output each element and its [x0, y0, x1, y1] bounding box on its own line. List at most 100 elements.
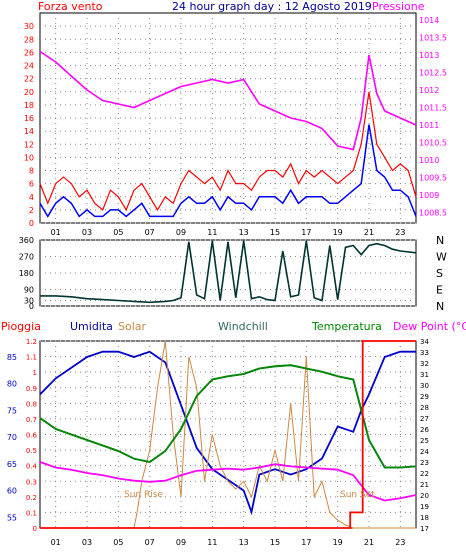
x-tick-label: 11 — [207, 538, 217, 547]
wind-tick-label: 6 — [29, 180, 34, 189]
wind-panel-frame — [39, 12, 417, 224]
compass-label: W — [436, 251, 447, 264]
series-rain — [40, 340, 416, 529]
x-tick-label: 17 — [301, 538, 311, 547]
wind-tick-label: 12 — [24, 140, 34, 149]
x-tick-label: 19 — [333, 538, 343, 547]
wind-tick-label: 16 — [24, 114, 34, 123]
x-tick-label: 09 — [176, 228, 186, 237]
x-tick-label: 09 — [176, 538, 186, 547]
x-tick-label: 13 — [239, 228, 249, 237]
humidity-tick-label: 80 — [7, 380, 17, 389]
wind-tick-label: 10 — [24, 153, 34, 162]
pressure-tick-label: 1008.5 — [419, 209, 447, 218]
pressure-tick-label: 1009.5 — [419, 174, 447, 183]
x-tick-label: 15 — [270, 228, 280, 237]
x-tick-label: 17 — [301, 228, 311, 237]
pressure-tick-label: 1010 — [419, 156, 439, 165]
wind-tick-label: 8 — [29, 167, 34, 176]
wind-tick-label: 30 — [24, 22, 34, 31]
legend-windchill: Windchill — [218, 320, 268, 333]
dewpoint-tick-label: 20 — [420, 492, 429, 500]
pressure-tick-label: 1014 — [419, 16, 439, 25]
humidity-tick-label: 70 — [7, 433, 17, 442]
pressure-tick-label: 1013.5 — [419, 34, 447, 43]
x-tick-label: 15 — [270, 538, 280, 547]
compass-label: N — [436, 300, 444, 313]
humidity-tick-label: 75 — [7, 406, 17, 415]
pressure-tick-label: 1013 — [419, 51, 439, 60]
dewpoint-tick-label: 27 — [420, 415, 429, 423]
wind-tick-label: 2 — [29, 206, 34, 215]
x-tick-label: 23 — [395, 228, 405, 237]
x-tick-label: 13 — [239, 538, 249, 547]
dewpoint-tick-label: 19 — [420, 503, 429, 511]
dewpoint-tick-label: 17 — [420, 525, 429, 533]
sunset-label: Sun Set — [340, 490, 375, 500]
header-title: 24 hour graph day : 12 Agosto 2019 — [172, 0, 372, 13]
dewpoint-tick-label: 23 — [420, 459, 429, 467]
pressure-tick-label: 1012 — [419, 86, 439, 95]
dewpoint-tick-label: 32 — [420, 360, 429, 368]
pressure-tick-label: 1010.5 — [419, 139, 447, 148]
series-solar — [40, 340, 416, 529]
compass-label: S — [436, 267, 443, 280]
dewpoint-tick-label: 26 — [420, 426, 429, 434]
rain-tick-label: 1.2 — [26, 338, 37, 346]
dewpoint-tick-label: 34 — [420, 338, 429, 346]
rain-tick-label: 0.6 — [26, 432, 38, 440]
wind-tick-label: 28 — [24, 35, 34, 44]
direction-tick-label: 0 — [29, 302, 34, 311]
pressure-tick-label: 1009 — [419, 191, 439, 200]
rain-tick-label: 0 — [33, 525, 37, 533]
direction-panel-frame — [39, 239, 417, 307]
dewpoint-tick-label: 18 — [420, 514, 429, 522]
dewpoint-tick-label: 30 — [420, 382, 429, 390]
rain-tick-label: 0.5 — [26, 447, 37, 455]
x-tick-label: 19 — [333, 228, 343, 237]
header-left-label: Forza vento — [38, 0, 103, 13]
series-wind-direction — [40, 240, 417, 304]
humidity-tick-label: 85 — [7, 353, 17, 362]
rain-tick-label: 1 — [33, 369, 37, 377]
x-tick-label: 07 — [145, 538, 155, 547]
dewpoint-tick-label: 33 — [420, 349, 429, 357]
series-wind-average — [39, 124, 417, 218]
legend-temperatura: Temperatura — [311, 320, 382, 333]
x-tick-label: 05 — [113, 538, 123, 547]
rain-tick-label: 1.1 — [26, 354, 37, 362]
dewpoint-tick-label: 28 — [420, 404, 429, 412]
dewpoint-tick-label: 22 — [420, 470, 429, 478]
x-tick-label: 03 — [82, 538, 92, 547]
sunrise-label: Sun Rise — [124, 490, 163, 500]
series-wind-gust — [39, 91, 417, 212]
humidity-tick-label: 55 — [7, 513, 17, 522]
rain-tick-label: 0.1 — [26, 509, 37, 517]
x-tick-label: 21 — [364, 538, 374, 547]
series-humidity — [39, 350, 416, 516]
direction-tick-label: 30 — [24, 297, 34, 306]
wind-tick-label: 4 — [29, 193, 34, 202]
legend-pioggia: Pioggia — [1, 320, 41, 333]
direction-tick-label: 270 — [19, 253, 34, 262]
dewpoint-tick-label: 31 — [420, 371, 429, 379]
legend-dewpoint: Dew Point (°C) — [393, 320, 466, 333]
x-tick-label: 01 — [51, 228, 61, 237]
x-tick-label: 05 — [113, 228, 123, 237]
pressure-tick-label: 1011 — [419, 121, 439, 130]
rain-tick-label: 0.9 — [26, 385, 37, 393]
series-dewpoint — [39, 461, 417, 502]
dewpoint-tick-label: 21 — [420, 481, 429, 489]
rain-tick-label: 0.7 — [26, 416, 37, 424]
dewpoint-tick-label: 25 — [420, 437, 429, 445]
wind-tick-label: 18 — [24, 101, 34, 110]
series-temperature — [39, 364, 417, 469]
wind-tick-label: 20 — [24, 88, 34, 97]
rain-tick-label: 0.2 — [26, 494, 37, 502]
legend-umidita: Umidita — [70, 320, 113, 333]
rain-tick-label: 0.4 — [26, 463, 38, 471]
header-right-label: Pressione — [372, 0, 425, 13]
x-tick-label: 21 — [364, 228, 374, 237]
humidity-tick-label: 65 — [7, 460, 17, 469]
x-tick-label: 03 — [82, 228, 92, 237]
